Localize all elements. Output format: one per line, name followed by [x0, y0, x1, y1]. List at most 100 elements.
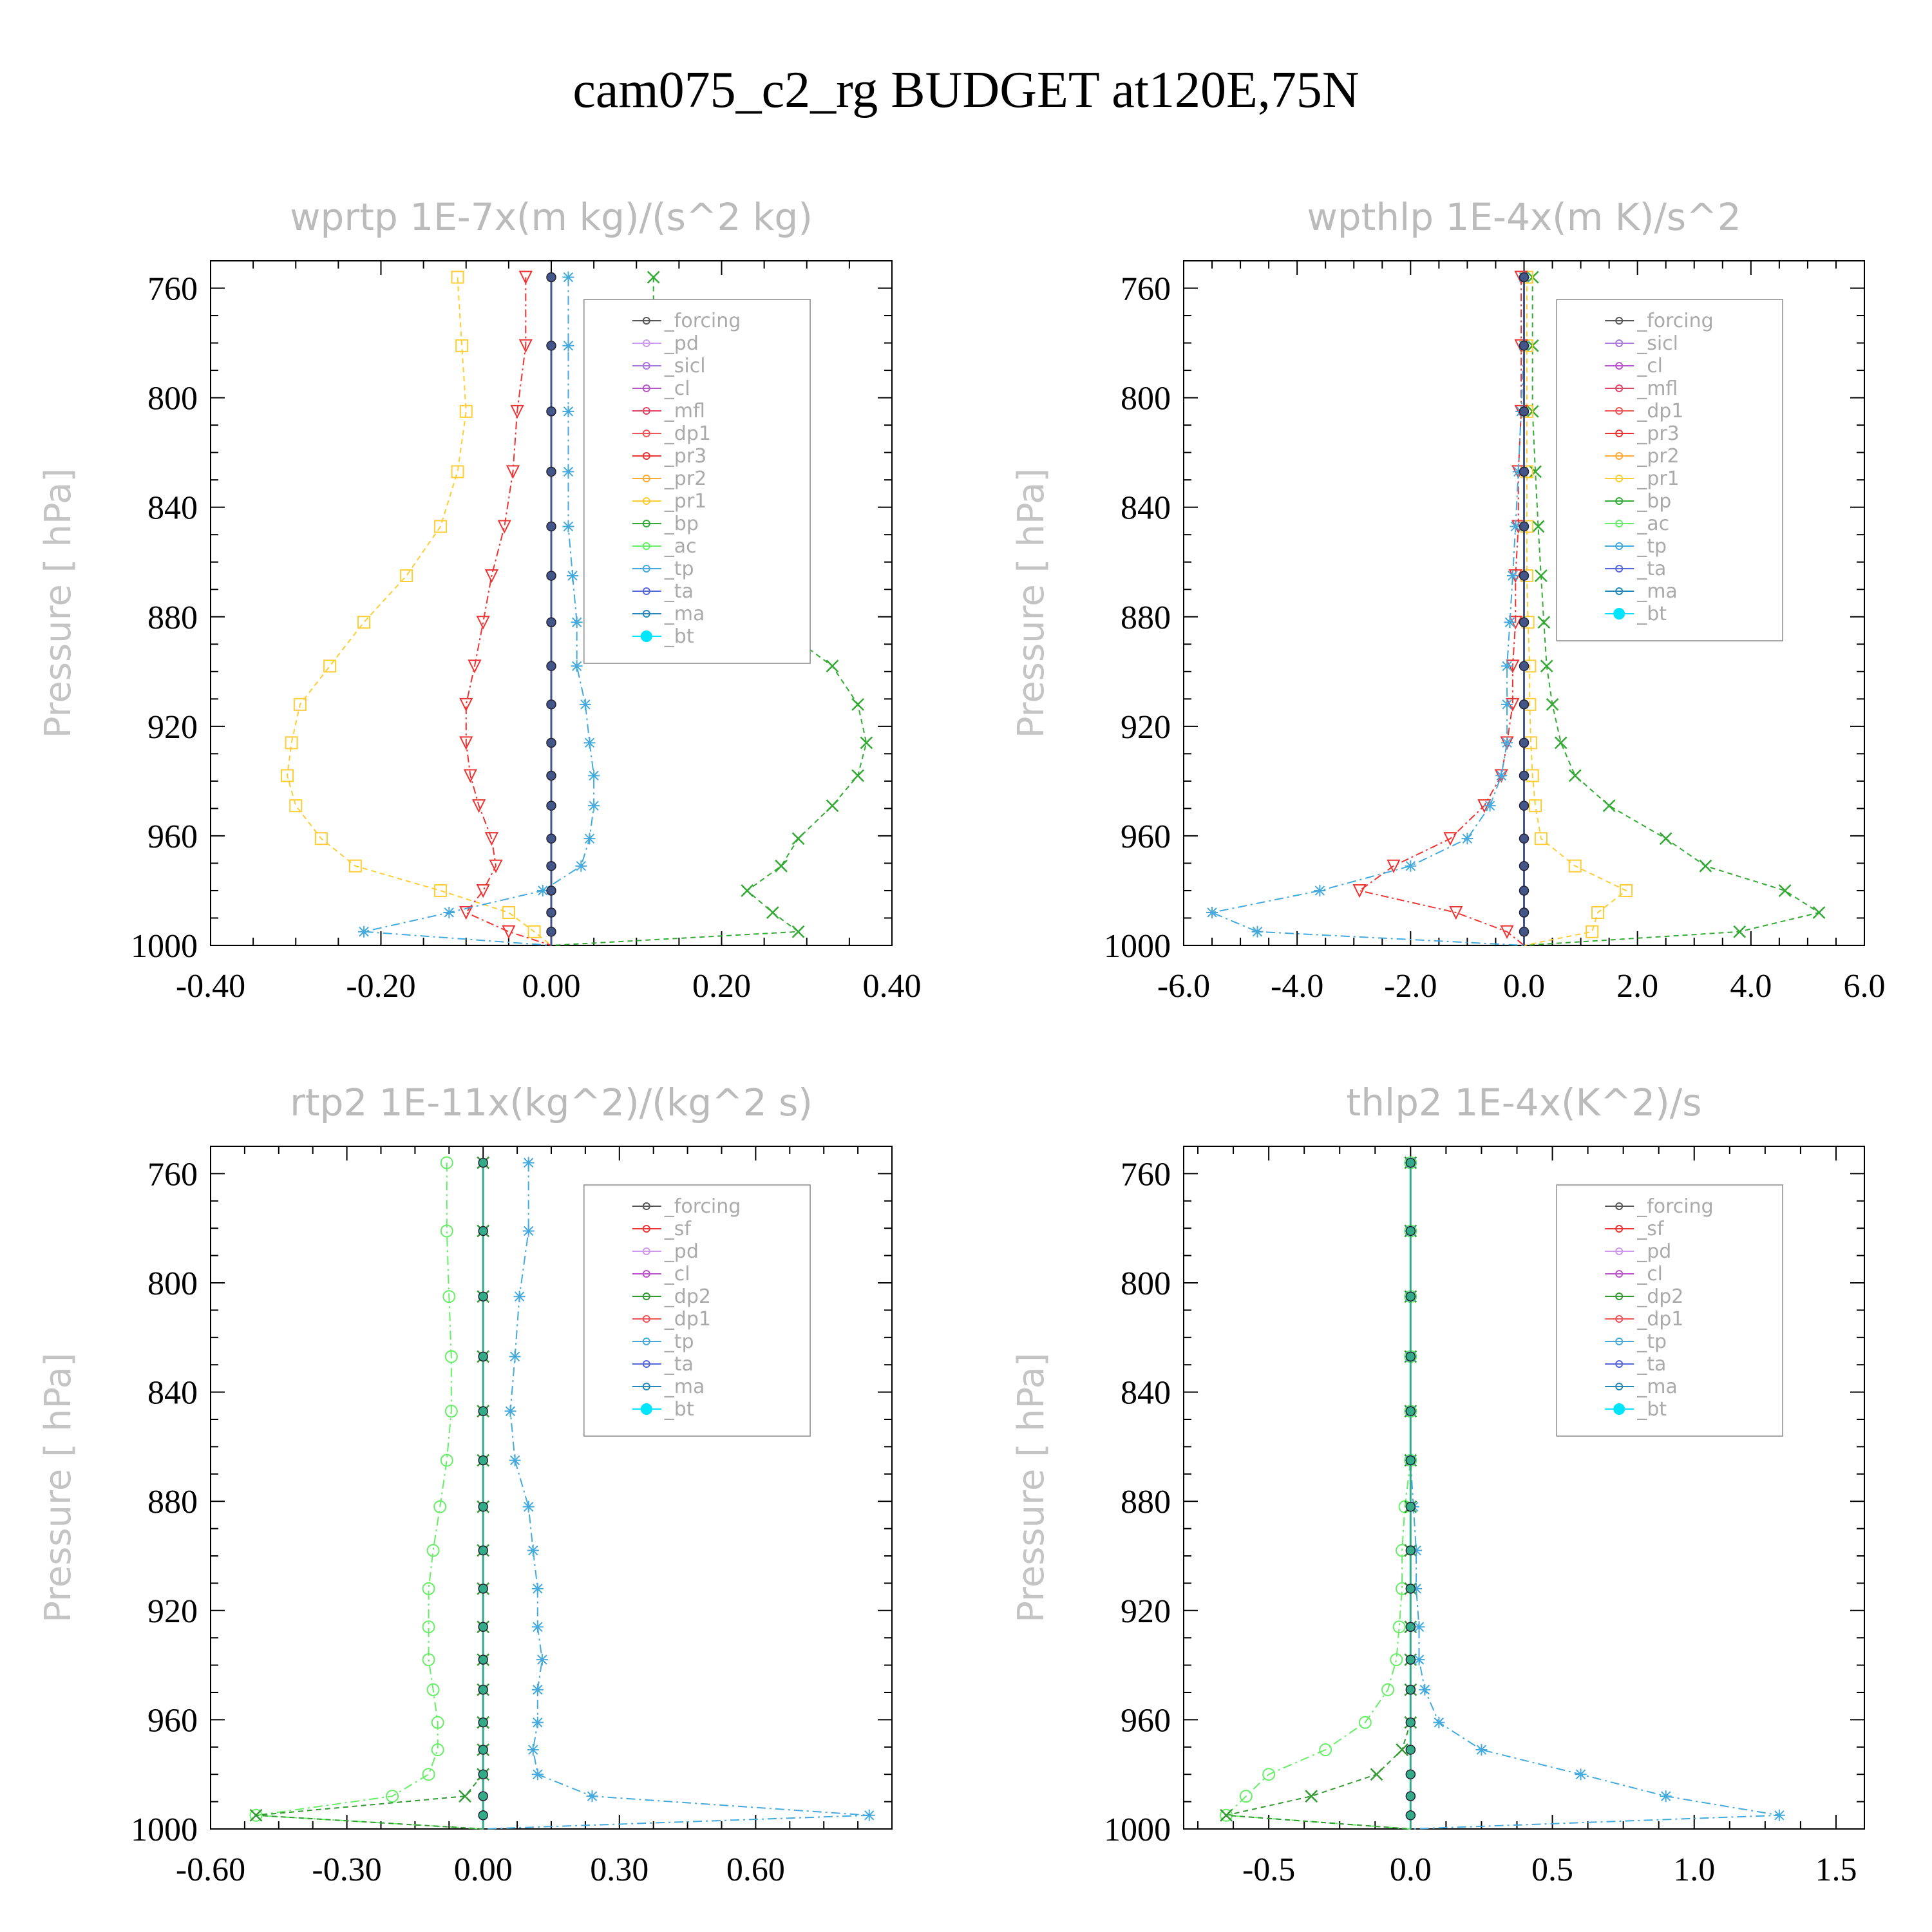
data-point	[851, 697, 864, 711]
legend-label: _bt	[664, 1398, 694, 1421]
data-point	[647, 270, 660, 284]
data-point	[1405, 1685, 1416, 1695]
data-point	[1519, 800, 1530, 811]
data-point	[546, 617, 556, 628]
data-point	[826, 659, 839, 673]
data-point	[478, 1157, 488, 1168]
legend-marker	[642, 1202, 650, 1210]
data-point	[478, 1769, 488, 1779]
x-tick-label: 1.0	[1673, 1852, 1715, 1888]
legend-marker	[642, 339, 650, 347]
legend-label: _dp2	[1636, 1285, 1683, 1308]
data-point	[1568, 859, 1582, 873]
data-point	[434, 520, 448, 533]
data-point	[484, 832, 499, 846]
x-tick-label: 6.0	[1844, 968, 1886, 1005]
x-tick-label: 0.30	[590, 1852, 649, 1888]
data-point	[1387, 859, 1401, 873]
series-pr3	[459, 270, 552, 946]
data-point	[791, 832, 805, 846]
legend-box	[1556, 299, 1783, 641]
data-point	[400, 569, 413, 582]
data-point	[1519, 926, 1530, 937]
legend-marker	[642, 430, 650, 437]
data-point	[1773, 1809, 1785, 1821]
y-axis-label: Pressure [ hPa]	[1010, 1352, 1052, 1622]
data-point	[478, 1745, 488, 1755]
data-point	[1410, 1582, 1423, 1595]
data-point	[1405, 1654, 1416, 1665]
legend-marker	[642, 407, 650, 415]
data-point	[1405, 1545, 1416, 1556]
legend-label: _bt	[1636, 1398, 1667, 1421]
legend-marker	[642, 1338, 650, 1345]
data-point	[531, 1716, 544, 1728]
x-tick-label: 0.00	[522, 968, 581, 1005]
legend-marker	[1615, 1293, 1624, 1300]
data-point	[1519, 907, 1530, 918]
x-tick-label: -0.20	[346, 968, 415, 1005]
data-point	[504, 1405, 516, 1417]
legend-label: _dp2	[664, 1285, 711, 1308]
data-point	[513, 1291, 526, 1303]
data-point	[1405, 1584, 1416, 1594]
legend-label: _bp	[1636, 490, 1671, 513]
legend-label: _mfl	[664, 400, 705, 422]
legend: _forcing_sf_pd_cl_dp2_dp1_tp_ta_ma_bt	[1556, 1184, 1783, 1437]
legend-label: _pd	[664, 1240, 699, 1263]
data-point	[468, 659, 482, 674]
legend-label: _sicl	[1636, 332, 1678, 355]
data-point	[562, 271, 574, 283]
series-bt	[546, 272, 556, 945]
data-point	[518, 339, 533, 354]
data-point	[1519, 617, 1530, 628]
series-bt	[1519, 272, 1530, 945]
legend-label: _bp	[664, 513, 699, 535]
legend-label: _ma	[1636, 1376, 1678, 1398]
x-tick-label: 0.0	[1503, 968, 1545, 1005]
data-point	[1206, 906, 1218, 918]
data-point	[478, 1717, 488, 1728]
legend-label: _dp1	[664, 1308, 711, 1331]
data-point	[426, 1544, 440, 1557]
y-tick-label: 960	[1121, 819, 1171, 855]
data-point	[1501, 698, 1513, 710]
data-point	[851, 769, 864, 782]
series-dp1	[249, 1156, 484, 1830]
data-point	[1352, 884, 1367, 898]
data-point	[1405, 1745, 1416, 1755]
series-line	[256, 1162, 484, 1830]
legend-label: _ta	[664, 1353, 694, 1376]
data-point	[1501, 660, 1513, 672]
data-point	[463, 769, 477, 783]
x-tick-label: 0.5	[1531, 1852, 1573, 1888]
data-point	[863, 1809, 875, 1821]
panel-1: wprtp 1E-7x(m kg)/(s^2 kg) Pressure [ hPa…	[37, 195, 922, 1005]
legend-label: _forcing	[1636, 1195, 1713, 1218]
y-tick-label: 880	[147, 1484, 198, 1520]
series-bp	[1524, 270, 1826, 946]
data-point	[1396, 1743, 1409, 1756]
data-point	[1568, 769, 1582, 782]
data-point	[1546, 697, 1559, 711]
data-point	[1733, 925, 1747, 938]
x-tick-label: -4.0	[1271, 968, 1323, 1005]
data-point	[536, 1654, 548, 1666]
data-point	[422, 1620, 435, 1634]
data-point	[1413, 1654, 1425, 1666]
x-tick-label: -2.0	[1384, 968, 1437, 1005]
legend-marker	[1615, 407, 1624, 415]
data-point	[422, 1582, 435, 1595]
series-pr1	[281, 270, 552, 946]
data-point	[1506, 569, 1519, 582]
y-axis-label: Pressure [ hPa]	[1010, 468, 1052, 738]
series-line	[465, 277, 552, 946]
legend-label: _bt	[664, 625, 694, 648]
data-point	[1405, 1791, 1416, 1801]
x-tick-label: -0.30	[312, 1852, 381, 1888]
legend-marker	[1615, 520, 1624, 527]
legend-marker	[642, 384, 650, 392]
data-point	[546, 770, 556, 781]
data-point	[1519, 886, 1530, 896]
data-point	[1519, 860, 1530, 871]
